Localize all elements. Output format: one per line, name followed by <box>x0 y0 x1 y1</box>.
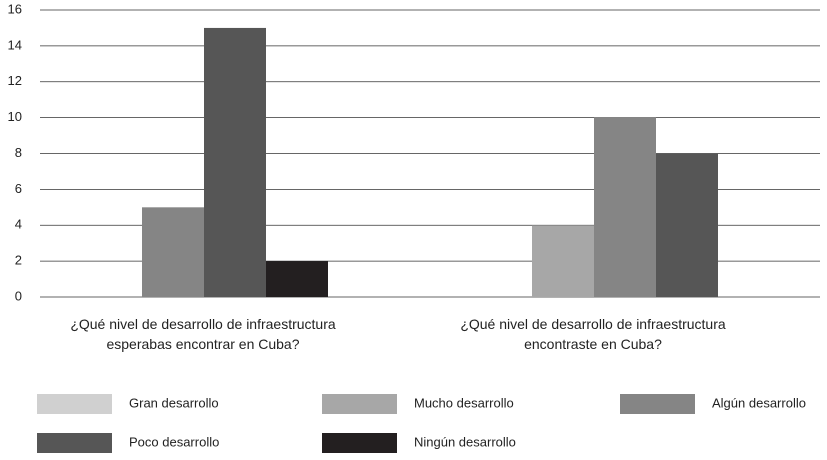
legend-swatch <box>322 433 397 453</box>
x-tick-label: ¿Qué nivel de desarrollo de infraestruct… <box>70 316 336 352</box>
y-tick-label: 2 <box>15 253 22 268</box>
bar <box>142 207 204 297</box>
legend-label: Gran desarrollo <box>129 395 219 410</box>
bar <box>594 117 656 297</box>
legend-label: Mucho desarrollo <box>414 395 514 410</box>
bar <box>266 261 328 297</box>
x-tick-label: ¿Qué nivel de desarrollo de infraestruct… <box>460 316 726 352</box>
legend-label: Algún desarrollo <box>712 395 806 410</box>
legend-swatch <box>37 394 112 414</box>
y-tick-label: 6 <box>15 181 22 196</box>
y-tick-label: 8 <box>15 145 22 160</box>
y-tick-label: 12 <box>8 73 22 88</box>
legend-label: Poco desarrollo <box>129 434 219 449</box>
y-tick-label: 4 <box>15 217 22 232</box>
bar <box>204 27 266 297</box>
legend-label: Ningún desarrollo <box>414 434 516 449</box>
y-tick-label: 16 <box>8 1 22 16</box>
legend-swatch <box>322 394 397 414</box>
bar <box>656 153 718 297</box>
y-tick-label: 0 <box>15 288 22 303</box>
y-tick-label: 10 <box>8 109 22 124</box>
legend-swatch <box>620 394 695 414</box>
y-tick-label: 14 <box>8 37 22 52</box>
bar <box>532 225 594 297</box>
legend-swatch <box>37 433 112 453</box>
